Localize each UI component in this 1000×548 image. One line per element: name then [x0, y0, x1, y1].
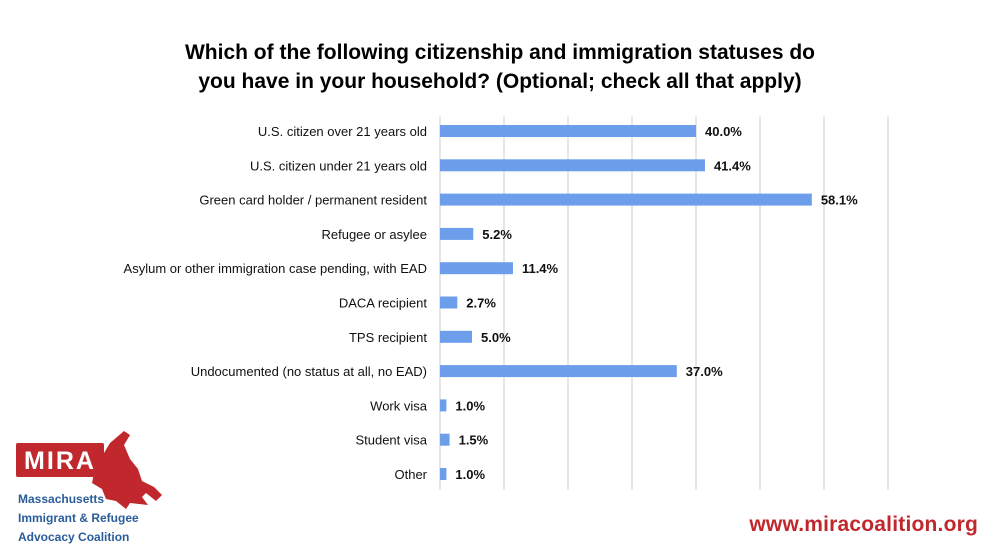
- bar: [440, 365, 677, 378]
- logo-text-line-3: Advocacy Coalition: [18, 530, 130, 544]
- value-label: 1.0%: [455, 467, 485, 482]
- bar: [440, 399, 447, 412]
- category-label: Student visa: [355, 433, 427, 448]
- bar: [440, 262, 513, 275]
- bar: [440, 468, 447, 480]
- chart-gridlines: [439, 116, 889, 490]
- mira-badge-text: MIRA: [24, 447, 96, 475]
- value-label: 5.2%: [482, 227, 512, 242]
- mira-badge: [16, 443, 104, 477]
- logo-text-line-1: Massachusetts: [18, 492, 105, 506]
- value-labels: 40.0% 41.4% 58.1% 5.2% 11.4% 2.7% 5.0% 37.0% 1.0…: [455, 124, 858, 482]
- bar: [440, 227, 474, 240]
- category-label: Undocumented (no status at all, no EAD): [191, 364, 427, 379]
- value-label: 1.0%: [455, 398, 485, 413]
- massachusetts-map-shape: [82, 431, 162, 509]
- bar: [440, 193, 812, 206]
- value-label: 5.0%: [481, 330, 511, 345]
- category-labels: U.S. citizen over 21 years old U.S. citiz…: [124, 124, 428, 482]
- value-label: 1.5%: [459, 433, 489, 448]
- category-label: Refugee or asylee: [321, 227, 427, 242]
- logo-text: Massachusetts Immigrant & Refugee Advoca…: [18, 490, 139, 547]
- category-label: Other: [394, 467, 427, 482]
- value-label: 11.4%: [522, 261, 559, 276]
- value-label: 2.7%: [466, 296, 496, 311]
- bar: [440, 296, 458, 309]
- category-label: U.S. citizen under 21 years old: [250, 158, 427, 173]
- category-label: Asylum or other immigration case pending…: [124, 261, 427, 276]
- chart-title-line-2: you have in your household? (Optional; c…: [198, 70, 802, 93]
- chart-title: Which of the following citizenship and i…: [100, 38, 900, 96]
- bar: [440, 159, 705, 172]
- logo-text-line-2: Immigrant & Refugee: [18, 511, 139, 525]
- category-label: DACA recipient: [339, 296, 428, 311]
- category-label: U.S. citizen over 21 years old: [258, 124, 427, 139]
- bar: [440, 125, 696, 137]
- category-label: TPS recipient: [349, 330, 427, 345]
- value-label: 41.4%: [714, 158, 751, 173]
- chart-title-line-1: Which of the following citizenship and i…: [184, 41, 816, 64]
- chart-bars: [440, 125, 812, 480]
- bar: [440, 330, 472, 343]
- category-label: Work visa: [370, 398, 428, 413]
- category-label: Green card holder / permanent resident: [199, 193, 427, 208]
- value-label: 40.0%: [705, 124, 742, 139]
- value-label: 37.0%: [686, 364, 723, 379]
- value-label: 58.1%: [821, 193, 858, 208]
- mira-logo: MIRA: [16, 431, 162, 509]
- website-link[interactable]: www.miracoalition.org: [749, 513, 978, 536]
- bar: [440, 433, 450, 446]
